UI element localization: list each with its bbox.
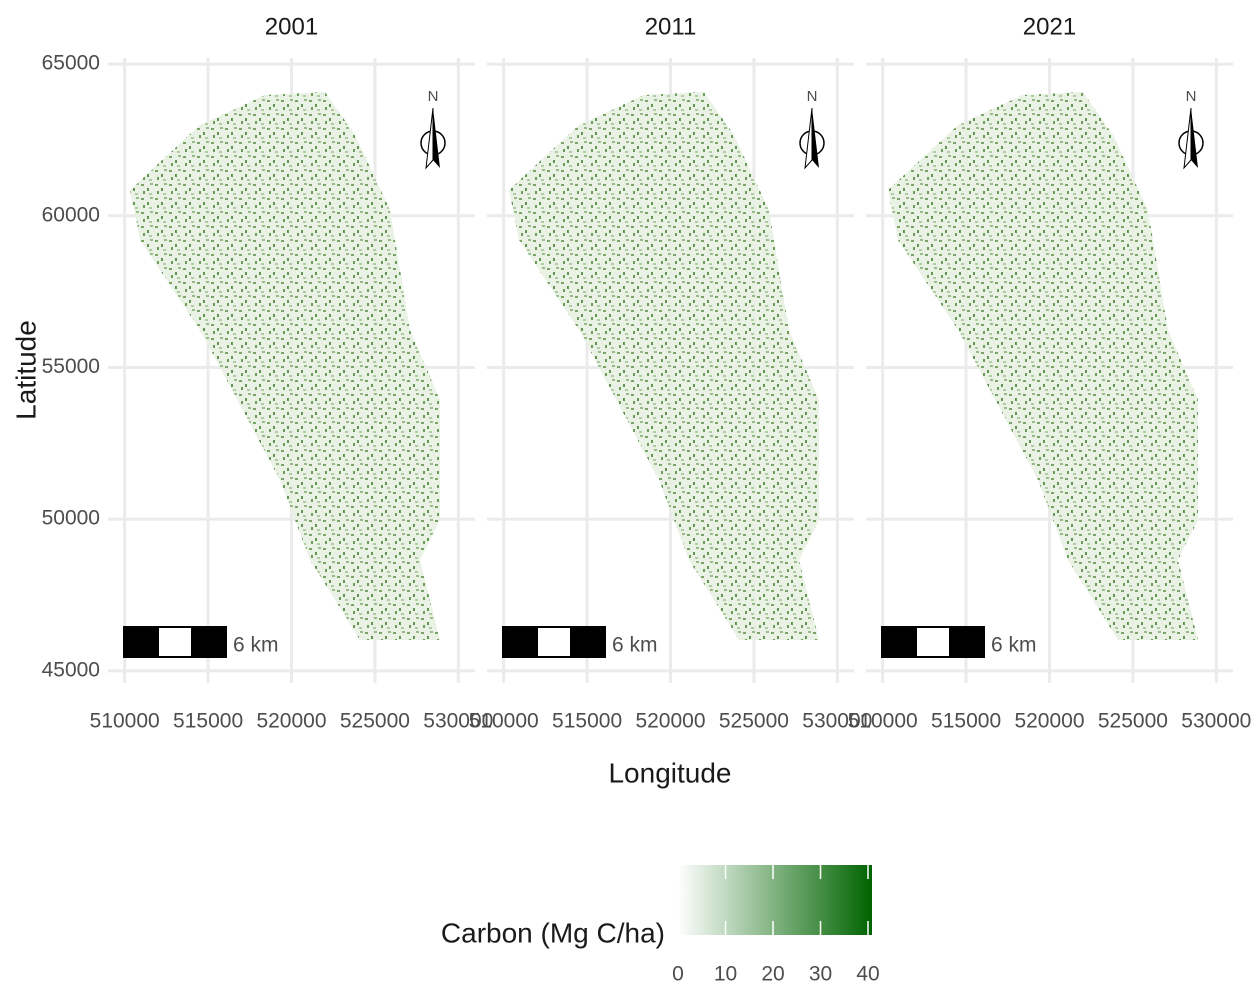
scale-bar-segment <box>571 627 605 657</box>
y-axis-title: Latitude <box>10 320 41 420</box>
x-tick-label: 520000 <box>1014 710 1084 733</box>
legend-tick-label: 20 <box>761 963 784 986</box>
scale-bar-segment <box>158 627 192 657</box>
scale-bar-segment <box>916 627 950 657</box>
x-tick-label: 510000 <box>469 710 539 733</box>
legend-tick-label: 0 <box>672 963 684 986</box>
scale-bar-segment <box>503 627 537 657</box>
x-axis-title: Longitude <box>608 757 731 788</box>
north-arrow <box>1184 108 1191 168</box>
x-tick-label: 510000 <box>90 710 160 733</box>
x-tick-label: 510000 <box>848 710 918 733</box>
x-tick-label: 520000 <box>256 710 326 733</box>
legend-tick-label: 10 <box>714 963 737 986</box>
scale-bar-label: 6 km <box>612 634 658 657</box>
north-arrow <box>812 108 819 168</box>
legend-tick-label: 40 <box>856 963 879 986</box>
x-tick-label: 530000 <box>1181 710 1251 733</box>
north-arrow <box>426 108 433 168</box>
x-tick-label: 515000 <box>552 710 622 733</box>
scale-bar-label: 6 km <box>233 634 279 657</box>
y-tick-label: 65000 <box>42 52 100 75</box>
scale-bar-segment <box>192 627 226 657</box>
legend-tick-label: 30 <box>809 963 832 986</box>
north-label: N <box>807 88 818 105</box>
scale-bar-segment <box>950 627 984 657</box>
x-tick-label: 520000 <box>635 710 705 733</box>
scale-bar-segment <box>537 627 571 657</box>
scale-bar-segment <box>124 627 158 657</box>
x-tick-label: 525000 <box>1098 710 1168 733</box>
scale-bar-label: 6 km <box>991 634 1037 657</box>
panel-title: 2011 <box>645 13 697 40</box>
figure: Longitude Latitude Carbon (Mg C/ha) 4500… <box>0 0 1258 992</box>
north-label: N <box>428 88 439 105</box>
x-tick-label: 515000 <box>173 710 243 733</box>
x-tick-label: 515000 <box>931 710 1001 733</box>
y-tick-label: 60000 <box>42 203 100 226</box>
y-tick-label: 50000 <box>42 507 100 530</box>
north-arrow <box>1191 108 1198 168</box>
y-tick-label: 55000 <box>42 355 100 378</box>
north-arrow <box>433 108 440 168</box>
colorbar <box>678 865 872 935</box>
legend-title: Carbon (Mg C/ha) <box>441 917 665 948</box>
panel-title: 2021 <box>1023 13 1076 40</box>
scale-bar-segment <box>882 627 916 657</box>
panel-title: 2001 <box>265 13 318 40</box>
north-label: N <box>1186 88 1197 105</box>
y-tick-label: 45000 <box>42 658 100 681</box>
north-arrow <box>805 108 812 168</box>
x-tick-label: 525000 <box>340 710 410 733</box>
x-tick-label: 525000 <box>719 710 789 733</box>
